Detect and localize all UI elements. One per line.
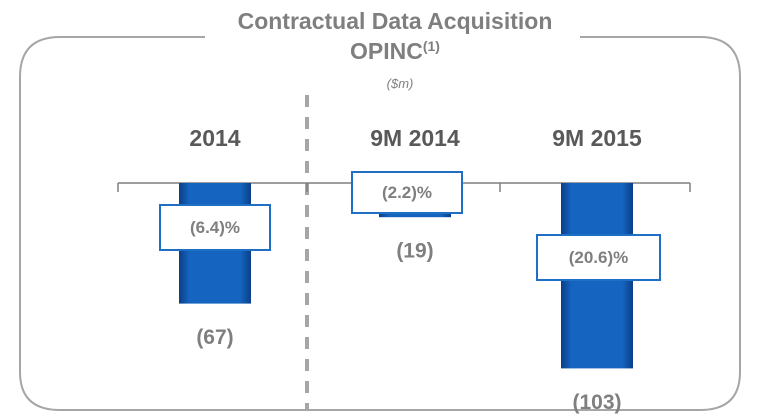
value-label: (19) — [396, 240, 433, 263]
chart-title: Contractual Data Acquisition OPINC(1) — [230, 6, 560, 66]
value-label: (67) — [196, 326, 233, 349]
margin-box — [351, 171, 463, 214]
subtitle: ($m) — [386, 76, 414, 91]
margin-box — [159, 204, 271, 251]
margin-box — [536, 234, 661, 281]
margin-label: (2.2)% — [382, 183, 432, 202]
category-label: 9M 2015 — [552, 125, 642, 151]
footnote-mark: (1) — [422, 38, 440, 54]
margin-label: (20.6)% — [569, 248, 629, 267]
category-label: 2014 — [189, 125, 240, 151]
value-label: (103) — [572, 391, 621, 414]
margin-label: (6.4)% — [190, 218, 240, 237]
title-text: Contractual Data Acquisition OPINC — [237, 8, 553, 64]
category-label: 9M 2014 — [370, 125, 460, 151]
frame — [19, 36, 741, 411]
